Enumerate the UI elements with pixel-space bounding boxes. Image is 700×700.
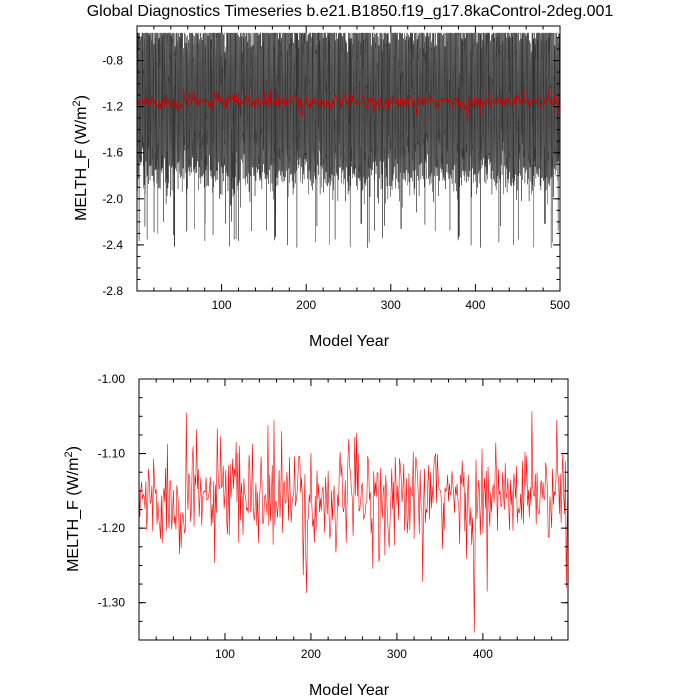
top-series-monthly bbox=[136, 32, 561, 248]
top-y-tick-label: -2.4 bbox=[102, 238, 123, 252]
top-y-tick-label: -2.0 bbox=[102, 192, 123, 206]
top-x-tick-label: 300 bbox=[381, 298, 401, 312]
top-x-axis-title: Model Year bbox=[309, 333, 390, 350]
top-chart: 100 200 300 400 500-2.8-2.4-2.0-1.6-1.2-0.8 … bbox=[71, 25, 570, 350]
top-x-tick-label: 500 bbox=[550, 298, 570, 312]
bottom-y-tick-label: -1.20 bbox=[98, 521, 126, 535]
top-x-tick-label: 200 bbox=[296, 298, 316, 312]
top-y-tick-label: -1.6 bbox=[102, 146, 123, 160]
bottom-y-tick-label: -1.00 bbox=[98, 372, 126, 386]
top-x-tick-label: 400 bbox=[465, 298, 485, 312]
bottom-series-annual-mean-line bbox=[138, 411, 569, 633]
top-y-tick-label: -1.2 bbox=[102, 100, 123, 114]
bottom-y-tick-label: -1.10 bbox=[98, 447, 126, 461]
bottom-y-tick-label: -1.30 bbox=[98, 596, 126, 610]
bottom-y-axis-title: MELTH_F (W/m2) bbox=[63, 446, 82, 572]
bottom-x-tick-label: 200 bbox=[301, 647, 321, 661]
bottom-x-tick-label: 100 bbox=[215, 647, 235, 661]
top-series-annual-mean-line bbox=[137, 88, 560, 123]
bottom-x-tick-label: 400 bbox=[473, 647, 493, 661]
top-monthly-line bbox=[136, 32, 561, 248]
bottom-x-axis-title: Model Year bbox=[309, 682, 390, 699]
top-ticks: 100 200 300 400 500 -2.8 -2.4 -2.0 -1.6 -1.2 -0.8 bbox=[102, 25, 570, 312]
bottom-chart: 100 200 300 400 -1.30 -1.20 -1.10 -1.00 Model Y… bbox=[63, 372, 569, 699]
page-title: Global Diagnostics Timeseries b.e21.B185… bbox=[86, 3, 614, 20]
top-plot-frame bbox=[136, 25, 561, 292]
bottom-ticks: 100 200 300 400 -1.30 -1.20 -1.10 -1.00 bbox=[98, 372, 568, 661]
top-y-axis-title: MELTH_F (W/m2) bbox=[71, 95, 90, 221]
top-x-tick-label: 100 bbox=[212, 298, 232, 312]
top-y-tick-label: -0.8 bbox=[102, 54, 123, 68]
bottom-x-tick-label: 300 bbox=[387, 647, 407, 661]
top-y-tick-label: -2.8 bbox=[102, 284, 123, 298]
